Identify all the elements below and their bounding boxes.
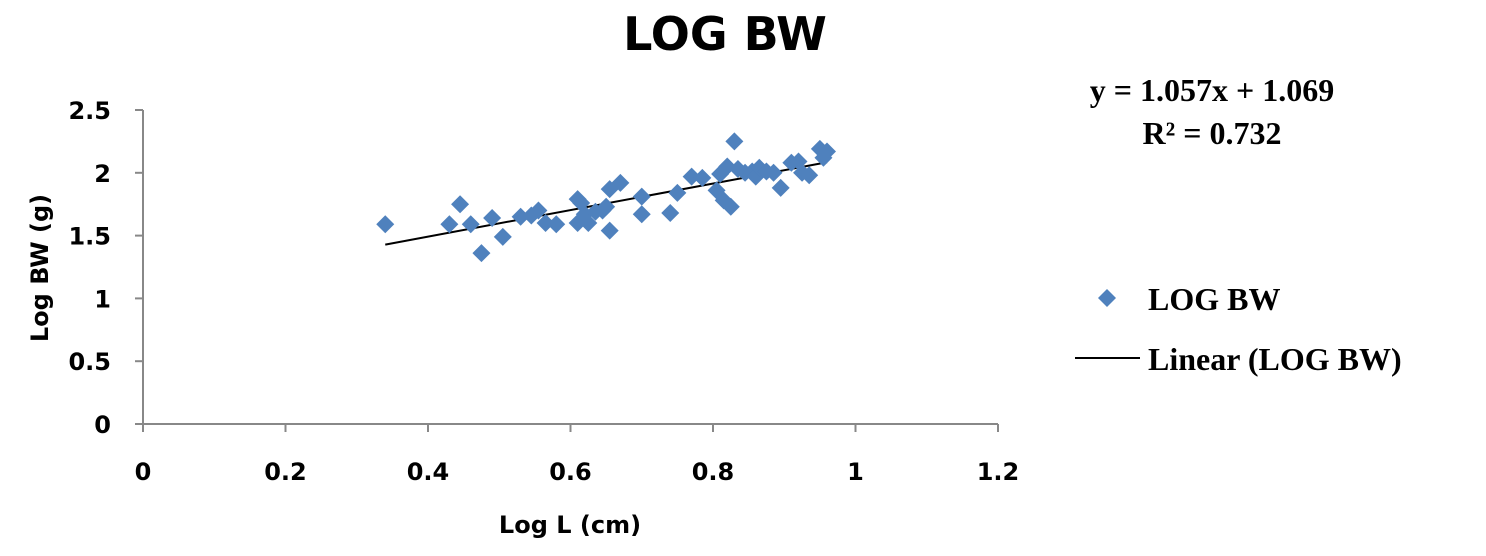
y-tick-label: 2.5 bbox=[68, 97, 111, 125]
data-point bbox=[511, 207, 530, 226]
data-point bbox=[632, 205, 651, 224]
x-tick-label: 0.6 bbox=[549, 458, 592, 486]
data-point bbox=[800, 166, 819, 185]
data-points bbox=[376, 132, 836, 263]
data-point bbox=[440, 215, 459, 234]
data-point bbox=[632, 187, 651, 206]
data-point bbox=[493, 227, 512, 246]
data-point bbox=[579, 214, 598, 233]
trendline-equation: y = 1.057x + 1.069 bbox=[1090, 72, 1334, 108]
data-point bbox=[451, 195, 470, 214]
data-point bbox=[529, 201, 548, 220]
y-tick-label: 0 bbox=[94, 411, 111, 439]
legend-marker-diamond bbox=[1098, 289, 1116, 307]
data-point bbox=[818, 142, 836, 161]
data-point bbox=[764, 163, 783, 182]
data-point bbox=[721, 197, 740, 216]
data-point bbox=[547, 215, 566, 234]
data-point bbox=[693, 168, 712, 187]
x-tick-label: 0.4 bbox=[407, 458, 450, 486]
data-point bbox=[682, 167, 701, 186]
y-tick-label: 1.5 bbox=[68, 223, 111, 251]
legend-label-series: LOG BW bbox=[1148, 281, 1280, 317]
data-point bbox=[483, 209, 502, 228]
x-tick-group: 0 0.2 0.4 0.6 0.8 1 1.2 bbox=[135, 424, 1020, 486]
x-tick-label: 1.2 bbox=[977, 458, 1020, 486]
y-tick-label: 0.5 bbox=[68, 348, 111, 376]
x-tick-label: 1 bbox=[847, 458, 864, 486]
plot-area: 0 0.2 0.4 0.6 0.8 1 1.2 0 0.5 1 1.5 2 2.5 bbox=[68, 97, 1019, 486]
data-point bbox=[661, 203, 680, 222]
y-tick-label: 2 bbox=[94, 160, 111, 188]
data-point bbox=[461, 215, 480, 234]
data-point bbox=[376, 215, 395, 234]
x-tick-label: 0 bbox=[135, 458, 152, 486]
y-axis-label: Log BW (g) bbox=[26, 194, 54, 342]
r-squared-label: R² = 0.732 bbox=[1143, 115, 1282, 151]
x-tick-label: 0.8 bbox=[692, 458, 735, 486]
data-point bbox=[600, 221, 619, 240]
data-point bbox=[668, 183, 687, 202]
data-point bbox=[472, 244, 491, 263]
x-axis-label: Log L (cm) bbox=[499, 511, 641, 539]
chart-title: LOG BW bbox=[623, 7, 827, 61]
x-tick-label: 0.2 bbox=[264, 458, 307, 486]
y-tick-group: 0 0.5 1 1.5 2 2.5 bbox=[68, 97, 143, 439]
legend: LOG BW Linear (LOG BW) bbox=[1075, 281, 1402, 377]
legend-label-trendline: Linear (LOG BW) bbox=[1148, 341, 1402, 377]
y-tick-label: 1 bbox=[94, 285, 111, 313]
data-point bbox=[611, 173, 630, 192]
data-point bbox=[597, 197, 616, 216]
data-point bbox=[725, 132, 744, 151]
data-point bbox=[771, 178, 790, 197]
data-point bbox=[536, 214, 555, 233]
